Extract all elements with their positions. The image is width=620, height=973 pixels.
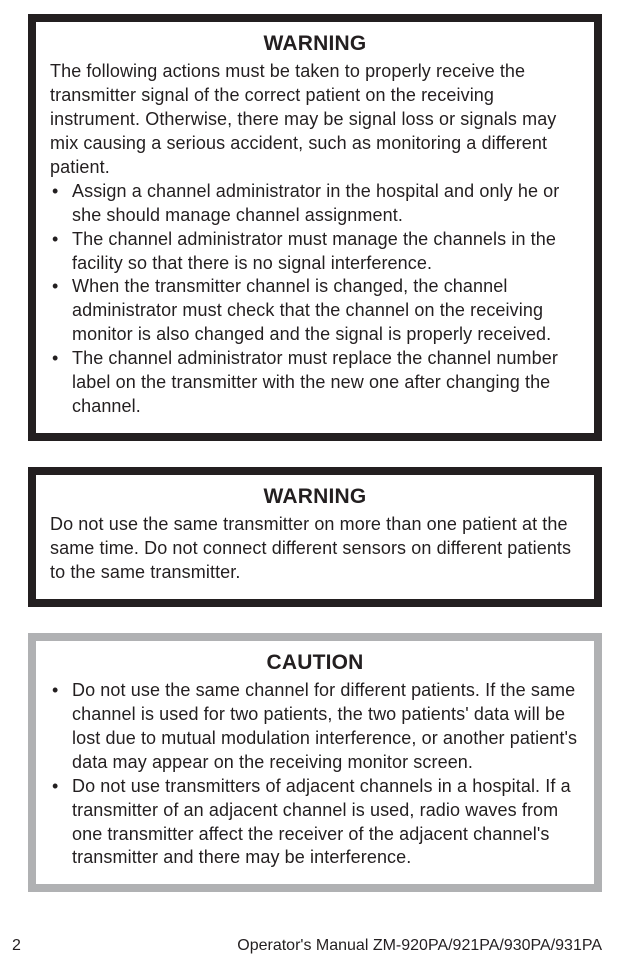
- warning1-bullet: The channel administrator must manage th…: [50, 228, 580, 276]
- warning-title-2: WARNING: [50, 485, 580, 509]
- warning-bullets-1: Assign a channel administrator in the ho…: [50, 180, 580, 419]
- warning-text-2: Do not use the same transmitter on more …: [50, 513, 580, 585]
- warning1-bullet: When the transmitter channel is changed,…: [50, 275, 580, 347]
- warning1-bullet: The channel administrator must replace t…: [50, 347, 580, 419]
- footer-text: Operator's Manual ZM-920PA/921PA/930PA/9…: [237, 937, 602, 955]
- caution-bullet: Do not use the same channel for differen…: [50, 679, 580, 775]
- warning1-bullet: Assign a channel administrator in the ho…: [50, 180, 580, 228]
- page-footer: 2 Operator's Manual ZM-920PA/921PA/930PA…: [0, 937, 620, 955]
- caution-bullet: Do not use transmitters of adjacent chan…: [50, 775, 580, 871]
- caution-bullets: Do not use the same channel for differen…: [50, 679, 580, 871]
- page-number: 2: [12, 937, 21, 955]
- warning-intro-1: The following actions must be taken to p…: [50, 60, 580, 180]
- warning-title-1: WARNING: [50, 32, 580, 56]
- warning-box-1: WARNING The following actions must be ta…: [28, 14, 602, 441]
- caution-title: CAUTION: [50, 651, 580, 675]
- warning-box-2: WARNING Do not use the same transmitter …: [28, 467, 602, 607]
- caution-box: CAUTION Do not use the same channel for …: [28, 633, 602, 893]
